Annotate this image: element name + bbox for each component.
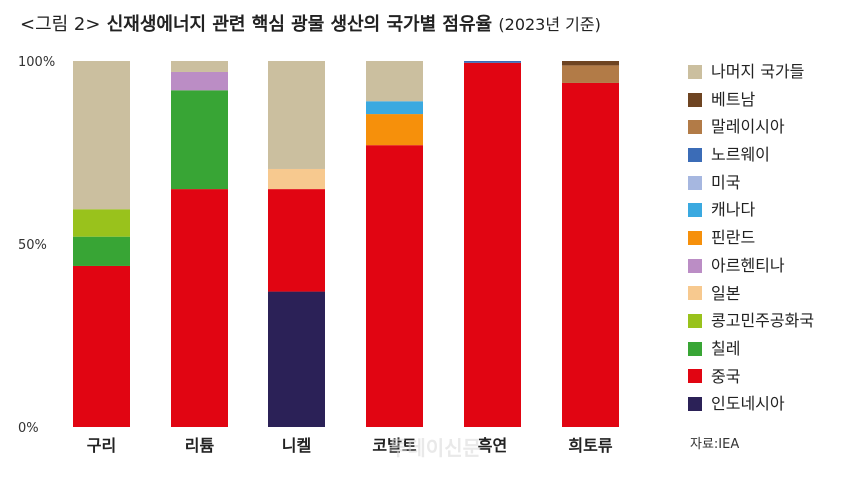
bar-segment-리튬-나머지 국가들 xyxy=(171,61,228,72)
bar-segment-코발트-나머지 국가들 xyxy=(366,61,423,102)
legend-label: 핀란드 xyxy=(711,228,756,248)
legend-swatch xyxy=(688,258,702,273)
legend-item: 말레이시아 xyxy=(688,113,814,141)
legend-item: 미국 xyxy=(688,169,814,197)
bar-segment-구리-콩고민주공화국 xyxy=(73,209,130,237)
bar-segment-구리-칠레 xyxy=(73,236,130,266)
legend-label: 인도네시아 xyxy=(711,394,785,414)
bar-segment-코발트-핀란드 xyxy=(366,114,423,146)
bar-segment-코발트-캐나다 xyxy=(366,101,423,115)
legend-item: 콩고민주공화국 xyxy=(688,307,814,335)
legend-label: 일본 xyxy=(711,283,741,303)
legend-label: 미국 xyxy=(711,172,741,192)
legend-swatch xyxy=(688,92,702,107)
bar-segment-코발트-중국 xyxy=(366,145,423,427)
legend-label: 중국 xyxy=(711,366,741,386)
bar-segment-리튬-중국 xyxy=(171,189,228,427)
legend-swatch xyxy=(688,175,702,190)
bar-segment-희토류-베트남 xyxy=(562,61,619,66)
bar-segment-흑연-중국 xyxy=(464,62,521,428)
legend-item: 아르헨티나 xyxy=(688,252,814,280)
legend-swatch xyxy=(688,286,702,301)
legend-label: 말레이시아 xyxy=(711,117,785,137)
legend-swatch xyxy=(688,369,702,384)
bar-segment-구리-나머지 국가들 xyxy=(73,61,130,210)
bar-segment-희토류-중국 xyxy=(562,82,619,428)
bar-segment-니켈-일본 xyxy=(268,168,325,190)
legend-label: 나머지 국가들 xyxy=(711,62,805,81)
x-tick-label: 희토류 xyxy=(568,436,612,455)
source-note: 자료:IEA xyxy=(690,437,740,452)
bar-segment-희토류-말레이시아 xyxy=(562,65,619,83)
legend-item: 칠레 xyxy=(688,335,814,363)
y-tick-label: 0% xyxy=(18,421,39,436)
bar-segment-리튬-아르헨티나 xyxy=(171,71,228,91)
legend-label: 아르헨티나 xyxy=(711,255,785,275)
chart-title: <그림 2> 신재생에너지 관련 핵심 광물 생산의 국가별 점유율 (2023… xyxy=(20,10,601,36)
title-main: 신재생에너지 관련 핵심 광물 생산의 국가별 점유율 xyxy=(106,14,493,35)
legend-swatch xyxy=(688,230,702,245)
x-tick-label: 구리 xyxy=(87,436,116,455)
legend-item: 일본 xyxy=(688,280,814,308)
legend-label: 노르웨이 xyxy=(711,145,770,165)
legend-swatch xyxy=(688,120,702,135)
bar-segment-니켈-중국 xyxy=(268,189,325,292)
legend-label: 베트남 xyxy=(711,89,756,109)
legend-item: 중국 xyxy=(688,363,814,391)
y-tick-label: 50% xyxy=(18,238,47,253)
legend-swatch xyxy=(688,203,702,218)
legend-label: 칠레 xyxy=(711,338,741,358)
y-tick-label: 100% xyxy=(18,55,55,70)
legend-item: 인도네시아 xyxy=(688,390,814,418)
legend-item: 캐나다 xyxy=(688,196,814,224)
legend-swatch xyxy=(688,314,702,329)
x-tick-label: 코발트 xyxy=(372,436,416,455)
legend-label: 콩고민주공화국 xyxy=(711,311,815,331)
legend-label: 캐나다 xyxy=(711,200,756,220)
legend-item: 핀란드 xyxy=(688,224,814,252)
bar-segment-구리-중국 xyxy=(73,265,130,427)
legend-swatch xyxy=(688,397,702,412)
bar-segment-니켈-나머지 국가들 xyxy=(268,61,325,169)
legend-swatch xyxy=(688,147,702,162)
legend-item: 나머지 국가들 xyxy=(688,58,814,86)
watermark: 투데이신문 xyxy=(389,436,481,460)
legend-swatch xyxy=(688,64,702,79)
legend-item: 베트남 xyxy=(688,86,814,114)
bar-segment-흑연-노르웨이 xyxy=(464,61,521,63)
x-tick-label: 니켈 xyxy=(282,436,311,455)
title-prefix: <그림 2> xyxy=(20,14,101,35)
bar-segment-니켈-인도네시아 xyxy=(268,291,325,427)
legend-item: 노르웨이 xyxy=(688,141,814,169)
title-suffix: (2023년 기준) xyxy=(498,15,601,34)
bar-segment-리튬-칠레 xyxy=(171,90,228,190)
legend-swatch xyxy=(688,341,702,356)
x-tick-label: 리튬 xyxy=(185,436,215,455)
x-tick-label: 흑연 xyxy=(478,436,507,455)
